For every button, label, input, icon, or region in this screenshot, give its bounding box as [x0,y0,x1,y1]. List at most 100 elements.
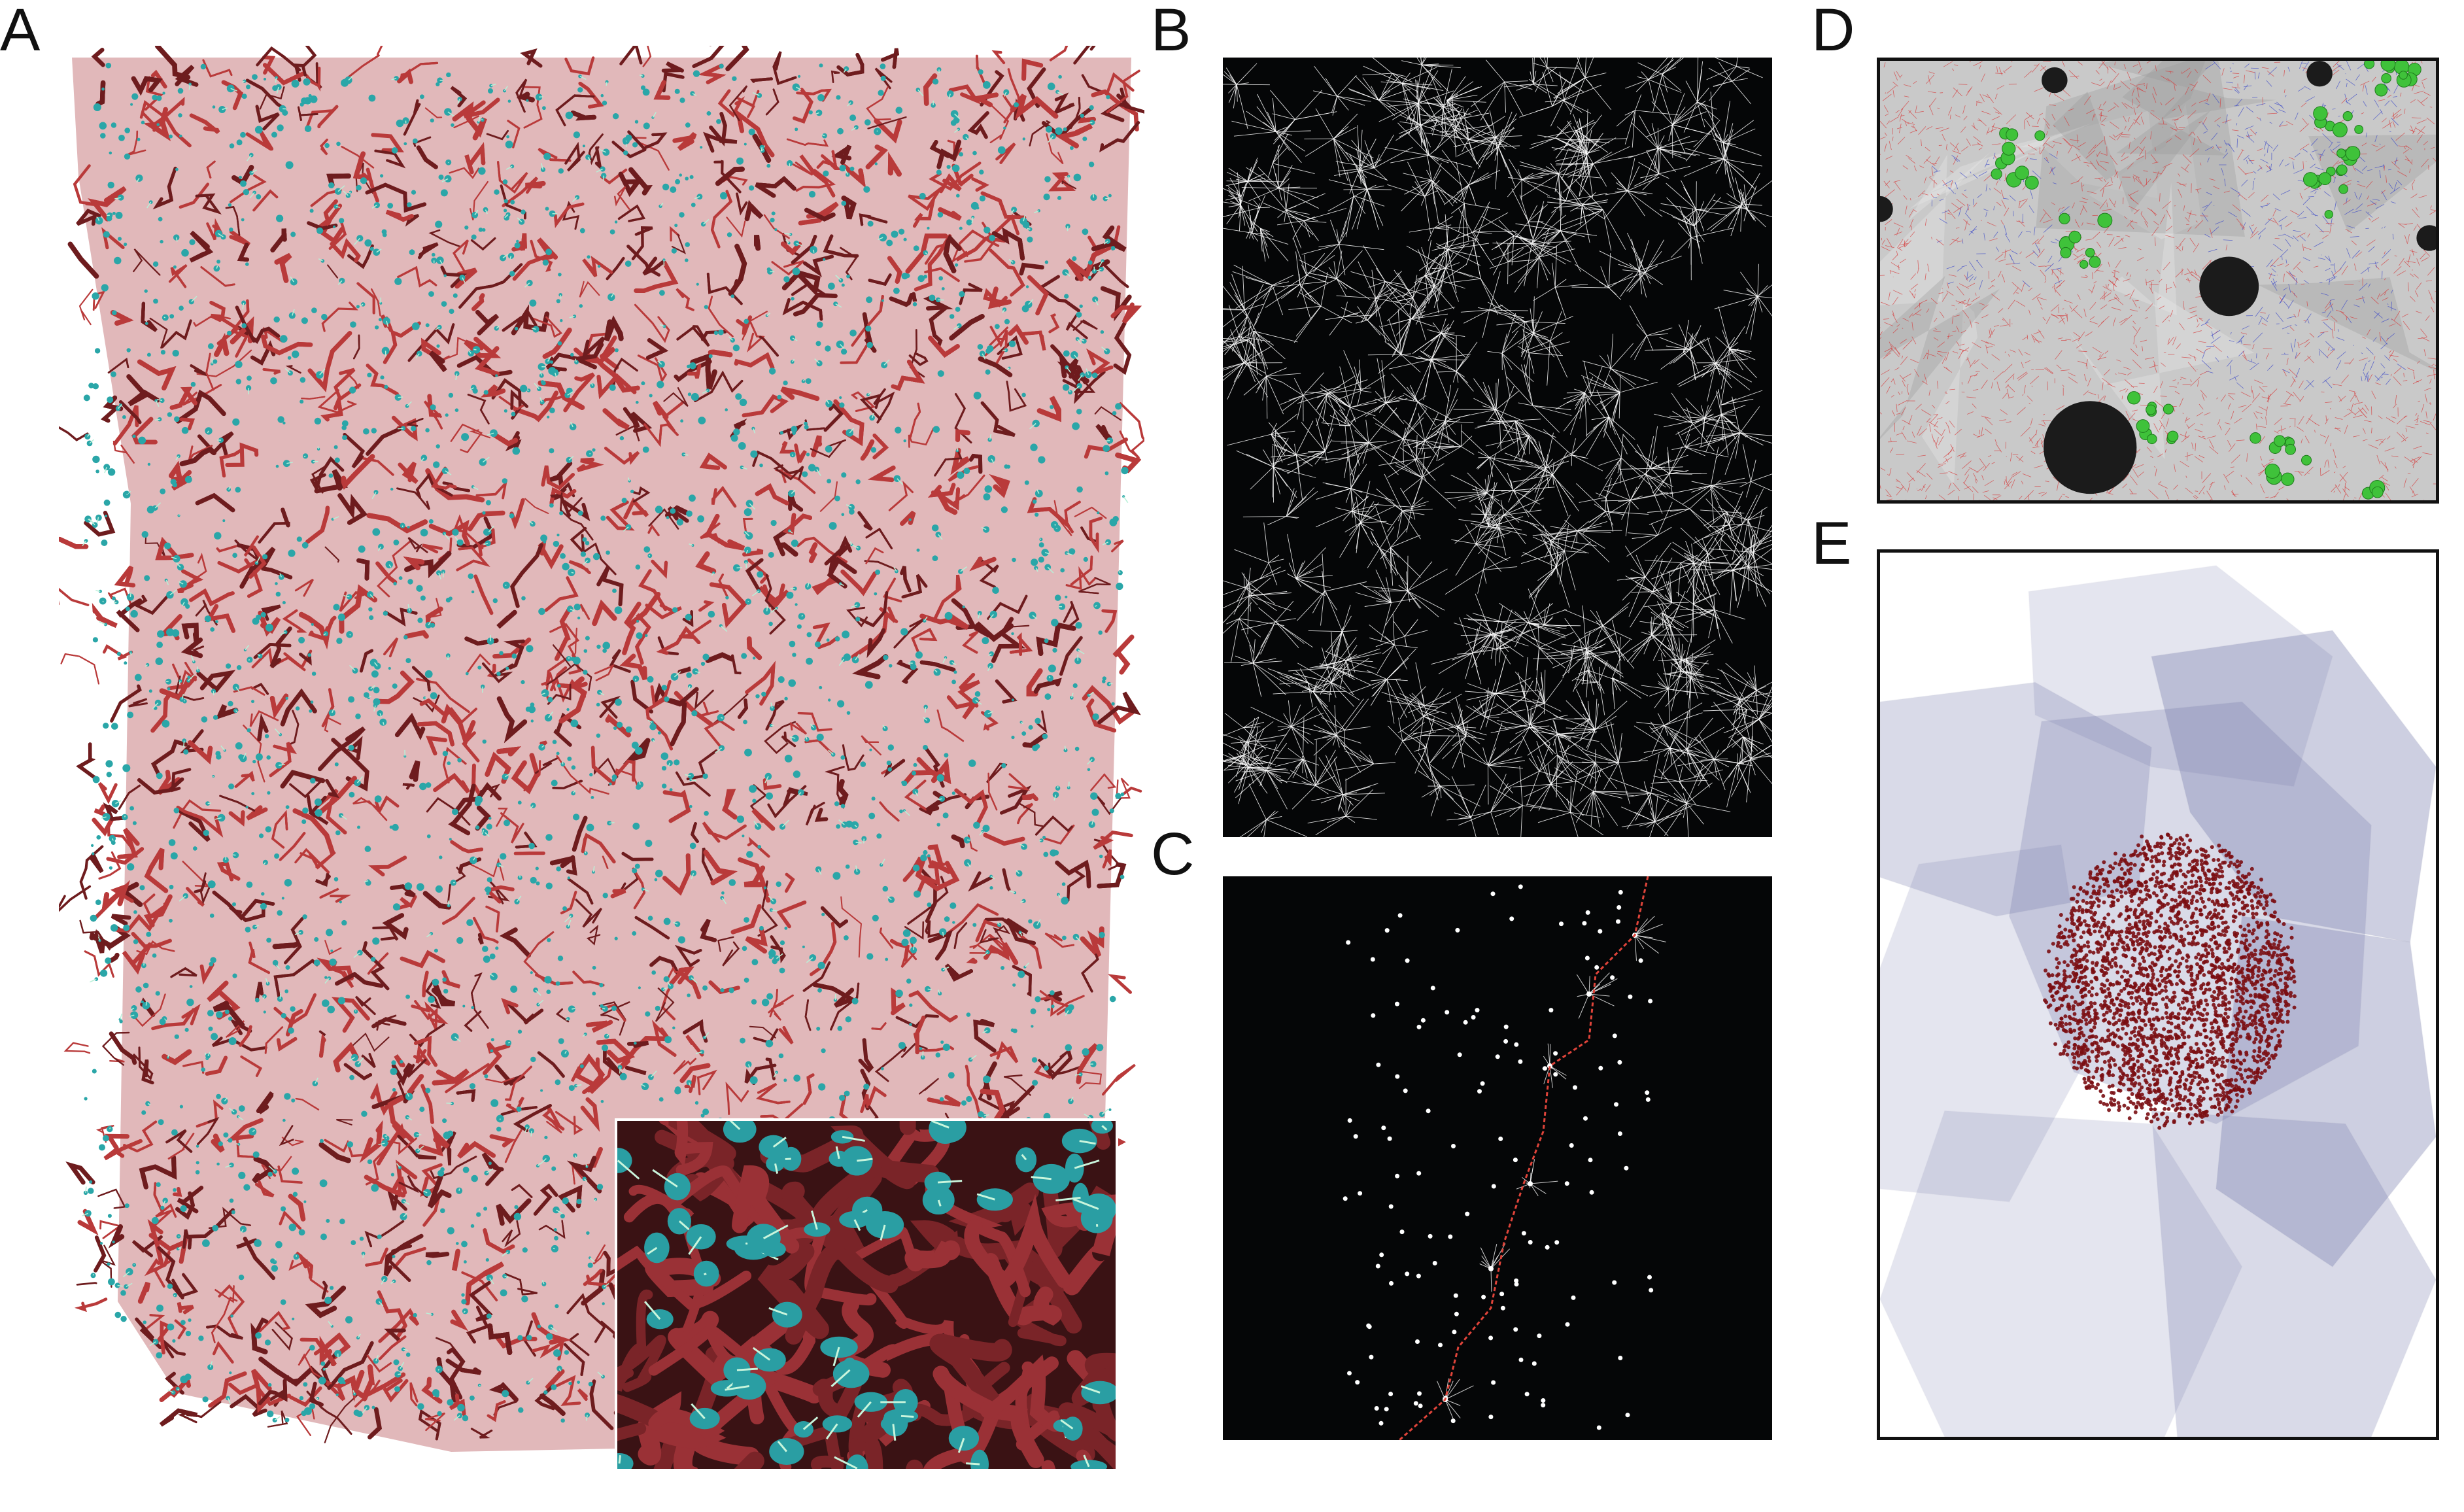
vessel-segment [148,1233,188,1264]
cell-process [490,83,496,86]
cell-marker [373,687,380,694]
cell-marker [373,202,380,209]
vessel-segment [205,1056,228,1076]
vessel-segment [175,1191,196,1220]
cell-marker [301,1410,307,1417]
vessel-segment [208,1371,247,1408]
vessel-segment [613,759,636,782]
cell-marker [132,434,136,438]
vessel-segment [372,926,399,941]
vessel-segment [92,603,118,628]
vessel-segment [511,753,540,795]
cell-marker [164,542,171,549]
cell-process [715,747,723,753]
vessel-segment [846,606,868,628]
cell-marker [495,374,498,377]
vessel-segment [755,176,796,198]
vessel-segment [188,445,213,461]
cell-process [438,572,441,579]
cell-marker [764,772,772,780]
cell-marker [326,929,334,936]
cell-marker [825,345,831,352]
vessel-segment [804,999,812,1031]
vessel-segment [791,235,817,264]
vessel-segment [535,973,573,986]
vessel-segment [555,94,595,127]
cell-marker [258,833,264,838]
vessel-segment [596,373,637,400]
vessel-segment [320,139,328,156]
cell-marker [471,590,475,594]
cell-marker [1044,638,1049,644]
cell-marker [263,77,267,81]
cell-process [689,543,693,546]
vessel-segment [470,1428,493,1439]
vessel-segment [812,622,830,644]
cell-process [177,1247,182,1250]
cell-marker [392,823,399,831]
cell-process [623,526,629,532]
vessel-segment [507,1003,544,1025]
vessel-segment [480,384,506,398]
cell-marker [485,886,492,893]
cell-process [568,456,574,460]
cell-marker [612,113,619,120]
cell-marker [647,916,653,921]
vessel-segment [765,88,779,116]
vessel-segment [269,742,297,778]
vessel-segment [989,474,1010,498]
cell-marker [815,109,823,116]
vessel-segment [92,290,106,311]
vessel-segment [596,566,624,607]
cell-marker [874,162,878,165]
cell-process [1095,268,1102,272]
vessel-segment [294,578,314,597]
cell-process [1024,962,1030,968]
cell-marker [195,1170,200,1175]
cell-marker [232,973,237,978]
vessel-segment [793,88,813,124]
vessel-segment [852,654,889,679]
vessel-segment [489,1134,515,1148]
vessel-segment [696,1069,717,1095]
vessel-segment [482,662,514,683]
cell-process [1036,919,1041,925]
vessel-segment [143,893,169,918]
vessel-segment [656,626,701,655]
cell-marker [105,62,112,69]
cell-process [704,1032,710,1038]
cell-marker [706,111,711,116]
cell-process [162,1200,166,1206]
cell-process [97,936,101,941]
cell-marker [530,971,533,974]
cell-marker [846,274,850,279]
vessel-segment [690,352,717,390]
cell-process [1087,759,1093,765]
cell-marker [837,1025,843,1031]
cell-marker [530,876,537,884]
vessel-segment [252,1317,269,1337]
cell-process [572,197,578,202]
cell-marker [1028,919,1033,924]
vessel-segment [470,237,496,251]
vessel-segment [679,1063,711,1083]
vessel-segment [648,508,679,530]
vessel-segment [60,653,100,685]
vessel-segment [695,551,717,574]
cell-marker [568,1381,572,1386]
vessel-segment [326,264,339,279]
cell-marker [578,74,582,78]
vessel-segment [179,447,216,466]
cell-marker [428,995,435,1003]
vessel-segment [327,1341,374,1390]
vessel-segment [667,506,689,523]
vessel-segment [485,1077,515,1084]
vessel-segment [599,695,621,719]
cell-marker [328,182,335,188]
vessel-segment [669,969,702,999]
vessel-segment [691,822,699,843]
cell-marker [816,1027,821,1031]
vessel-segment [384,1328,406,1343]
cell-marker [284,989,289,993]
cell-marker [547,696,553,702]
